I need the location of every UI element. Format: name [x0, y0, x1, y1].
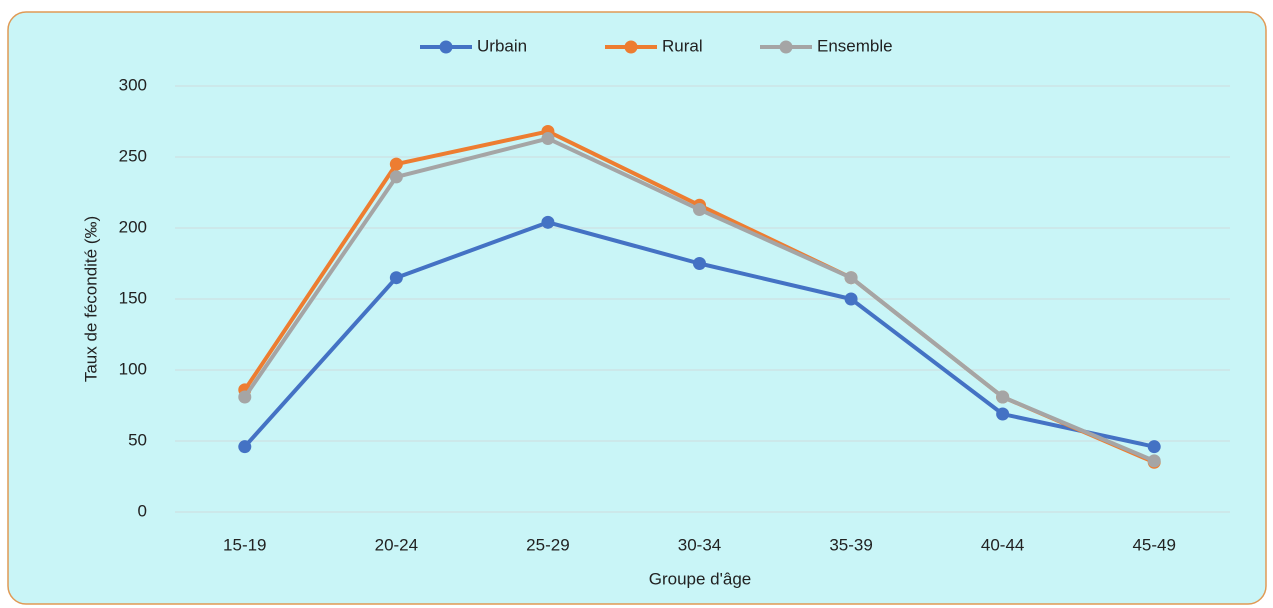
point [844, 271, 858, 285]
point [844, 292, 858, 306]
x-tick-label: 45-49 [1132, 535, 1175, 554]
x-tick-label: 20-24 [375, 535, 418, 554]
y-tick-label: 0 [138, 501, 147, 520]
point [238, 440, 252, 454]
x-tick-label: 15-19 [223, 535, 266, 554]
panel [7, 11, 1267, 605]
point [996, 407, 1010, 421]
y-tick-label: 300 [119, 75, 147, 94]
point [389, 271, 403, 285]
y-axis-label: Taux de fécondité (‰) [81, 216, 100, 382]
legend-label: Rural [662, 36, 703, 55]
y-tick-label: 50 [128, 430, 147, 449]
point [541, 132, 555, 146]
point [1147, 440, 1161, 454]
point [1147, 454, 1161, 468]
x-axis-label: Groupe d'âge [649, 569, 752, 588]
y-tick-label: 150 [119, 288, 147, 307]
legend-marker [779, 40, 793, 54]
legend-marker [439, 40, 453, 54]
point [693, 257, 706, 270]
legend-marker [624, 40, 638, 54]
point [541, 215, 555, 229]
legend-label: Ensemble [817, 36, 893, 55]
point [693, 203, 706, 217]
y-tick-label: 100 [119, 359, 147, 378]
point [389, 157, 403, 171]
legend-label: Urbain [477, 36, 527, 55]
point [389, 170, 403, 184]
point [996, 390, 1010, 404]
point [238, 390, 252, 404]
x-tick-label: 30-34 [678, 535, 721, 554]
x-tick-label: 25-29 [526, 535, 569, 554]
y-tick-label: 200 [119, 217, 147, 236]
x-tick-label: 35-39 [829, 535, 872, 554]
x-tick-label: 40-44 [981, 535, 1024, 554]
y-tick-label: 250 [119, 146, 147, 165]
